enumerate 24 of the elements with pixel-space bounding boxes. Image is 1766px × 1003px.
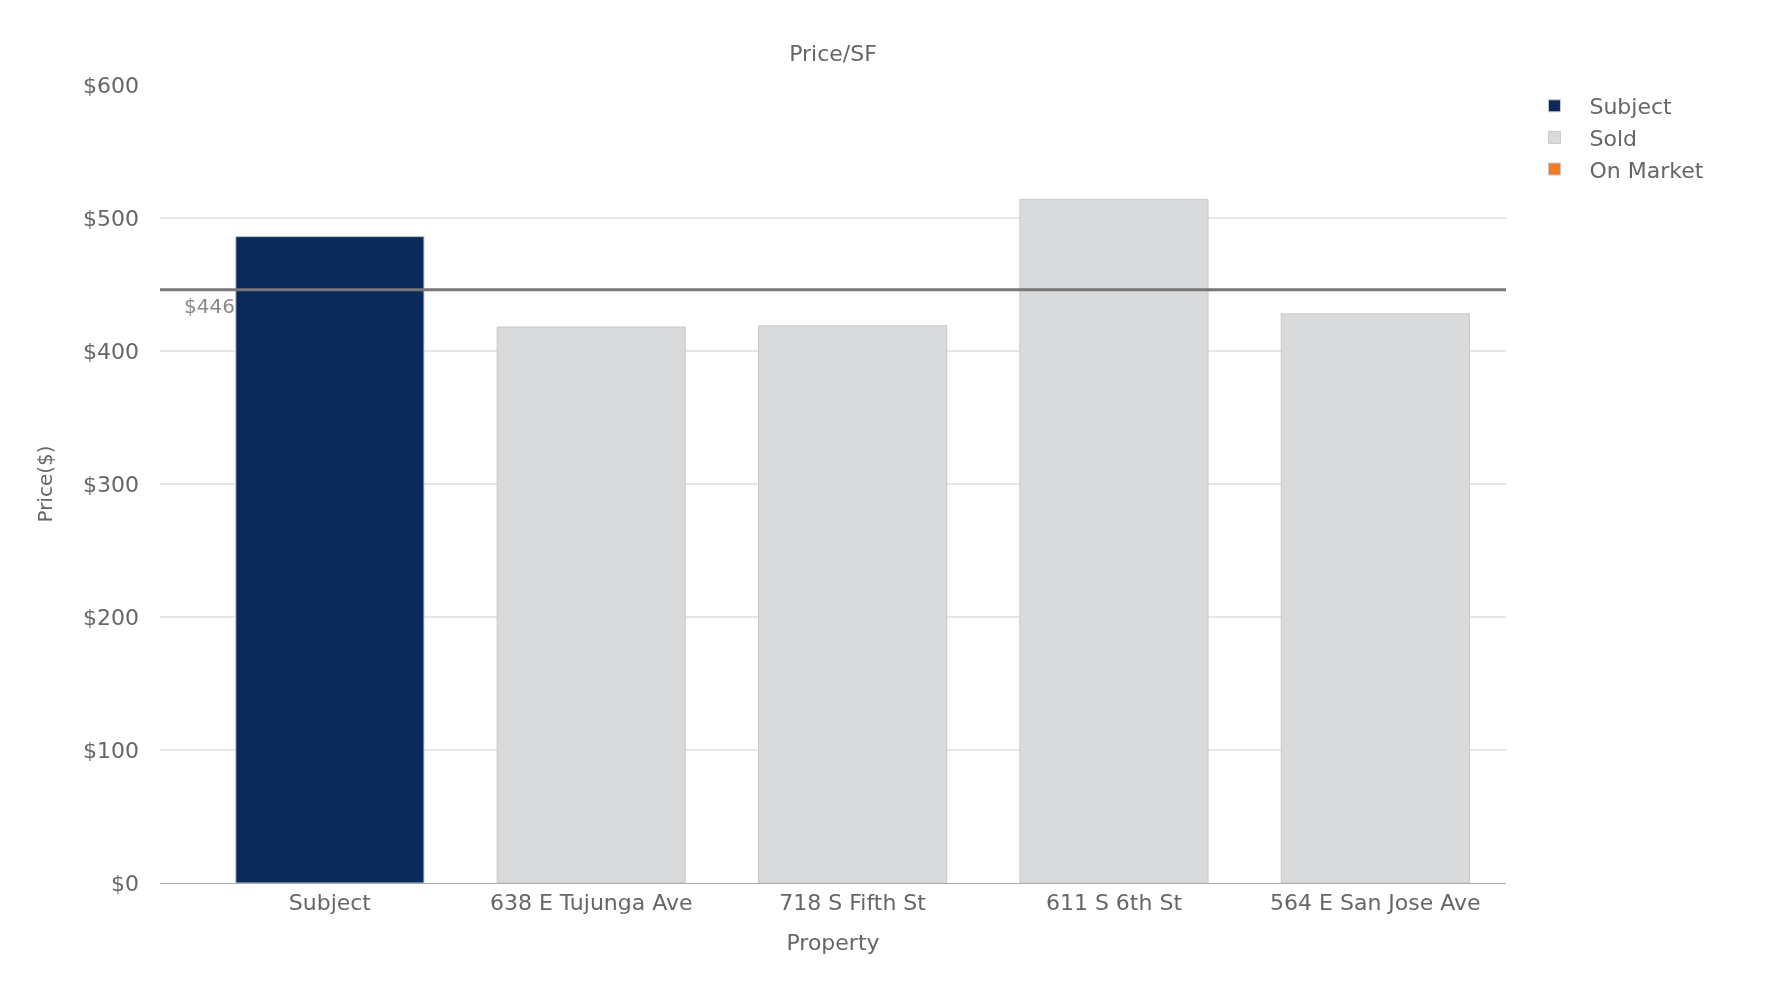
legend-label: On Market	[1589, 157, 1704, 183]
bar	[1280, 313, 1470, 883]
x-tick-label: 611 S 6th St	[1045, 890, 1183, 916]
y-tick-label: $200	[83, 604, 139, 630]
bar	[496, 326, 686, 883]
ref-line-label: $446	[184, 294, 235, 318]
y-tick-label: $600	[83, 72, 139, 98]
y-tick-label: $100	[83, 737, 139, 763]
y-axis-title: Price($)	[32, 445, 57, 523]
y-tick-label: $400	[83, 338, 139, 364]
legend-label: Sold	[1589, 125, 1637, 151]
bar	[1019, 198, 1209, 883]
x-tick-label: Subject	[288, 890, 372, 916]
legend-label: Subject	[1589, 94, 1673, 120]
x-axis-title: Property	[786, 930, 880, 956]
bar	[235, 236, 425, 883]
chart-title: Price/SF	[789, 40, 877, 66]
y-tick-label: $0	[111, 870, 139, 896]
y-tick-label: $500	[83, 205, 139, 231]
bar	[758, 325, 948, 883]
y-tick-label: $300	[83, 471, 139, 497]
x-tick-label: 718 S Fifth St	[779, 890, 927, 916]
x-tick-label: 564 E San Jose Ave	[1270, 890, 1481, 916]
x-tick-label: 638 E Tujunga Ave	[489, 890, 693, 916]
